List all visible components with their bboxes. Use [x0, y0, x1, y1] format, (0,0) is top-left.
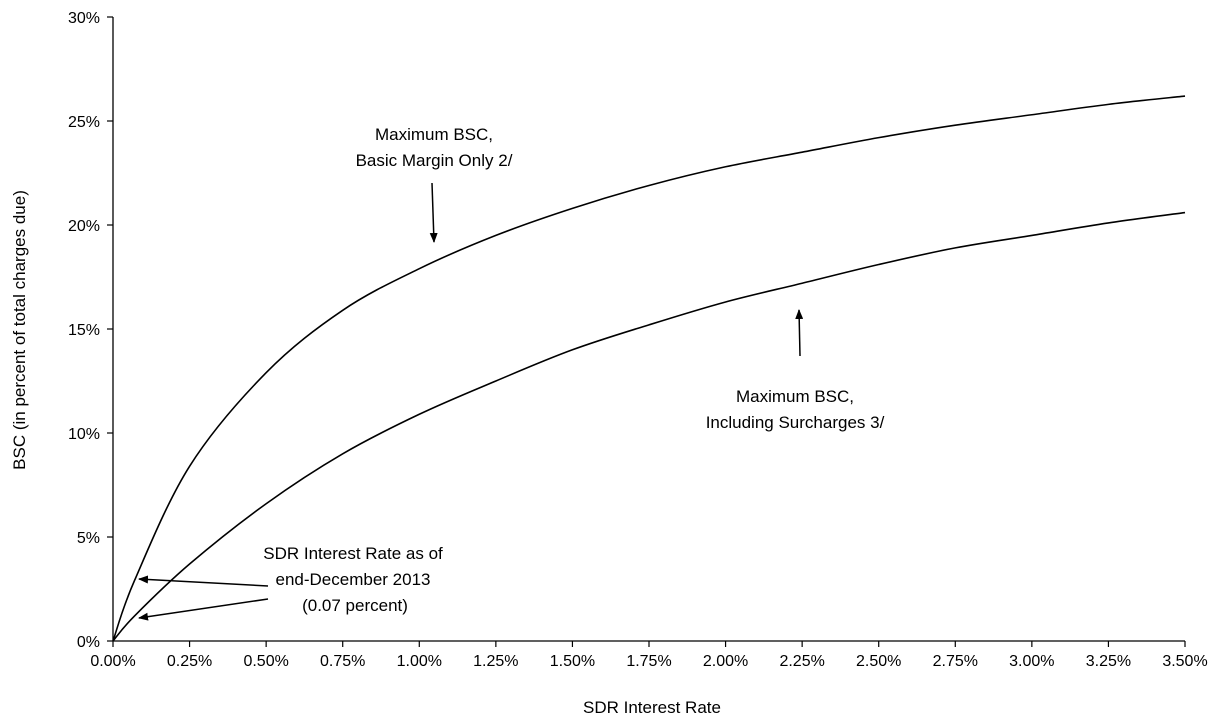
y-axis-title: BSC (in percent of total charges due): [10, 190, 29, 470]
series-line-including-surcharges: [112, 211, 1186, 642]
y-tick-label: 5%: [77, 530, 100, 547]
x-tick-label: 3.25%: [1086, 653, 1131, 670]
annotations: Maximum BSC, Basic Margin Only 2/ Maximu…: [138, 125, 885, 621]
x-tick-label: 3.00%: [1009, 653, 1054, 670]
annotation-sdr-line3: (0.07 percent): [302, 596, 408, 615]
x-tick-label: 1.00%: [397, 653, 442, 670]
y-tick-label: 30%: [68, 10, 100, 27]
x-axis-title: SDR Interest Rate: [583, 698, 721, 717]
annotation-sdr-arrow-top: [138, 575, 269, 587]
series-group: [112, 95, 1186, 642]
x-tick-label: 0.25%: [167, 653, 212, 670]
annotation-sdr-line1: SDR Interest Rate as of: [263, 544, 443, 563]
y-tick-label: 10%: [68, 426, 100, 443]
annotation-sdr-line2: end-December 2013: [276, 570, 431, 589]
annotation-basic-arrow: [429, 182, 438, 243]
y-tick-label: 0%: [77, 634, 100, 651]
x-tick-label: 0.00%: [90, 653, 135, 670]
x-tick-label: 1.25%: [473, 653, 518, 670]
x-tick-label: 1.50%: [550, 653, 595, 670]
axes: 0% 5% 10% 15% 20% 25% 30% 0.00% 0.25% 0.50% 0.75% 1…: [68, 10, 1208, 670]
annotation-basic-line1: Maximum BSC,: [375, 125, 493, 144]
x-tick-label: 1.75%: [626, 653, 671, 670]
x-tick-label: 3.50%: [1162, 653, 1207, 670]
x-tick-label: 2.50%: [856, 653, 901, 670]
series-line-basic-margin: [112, 95, 1186, 642]
x-tick-label: 2.75%: [933, 653, 978, 670]
x-tick-label: 0.75%: [320, 653, 365, 670]
x-tick-label: 0.50%: [243, 653, 288, 670]
annotation-surcharge-line1: Maximum BSC,: [736, 387, 854, 406]
annotation-surcharge-line2: Including Surcharges 3/: [706, 413, 885, 432]
annotation-sdr-arrow-bottom: [138, 598, 269, 621]
y-tick-label: 20%: [68, 218, 100, 235]
y-tick-label: 25%: [68, 114, 100, 131]
annotation-basic-line2: Basic Margin Only 2/: [356, 151, 513, 170]
annotation-surcharge-arrow: [795, 309, 804, 357]
x-tick-label: 2.25%: [779, 653, 824, 670]
x-tick-label: 2.00%: [703, 653, 748, 670]
y-tick-label: 15%: [68, 322, 100, 339]
